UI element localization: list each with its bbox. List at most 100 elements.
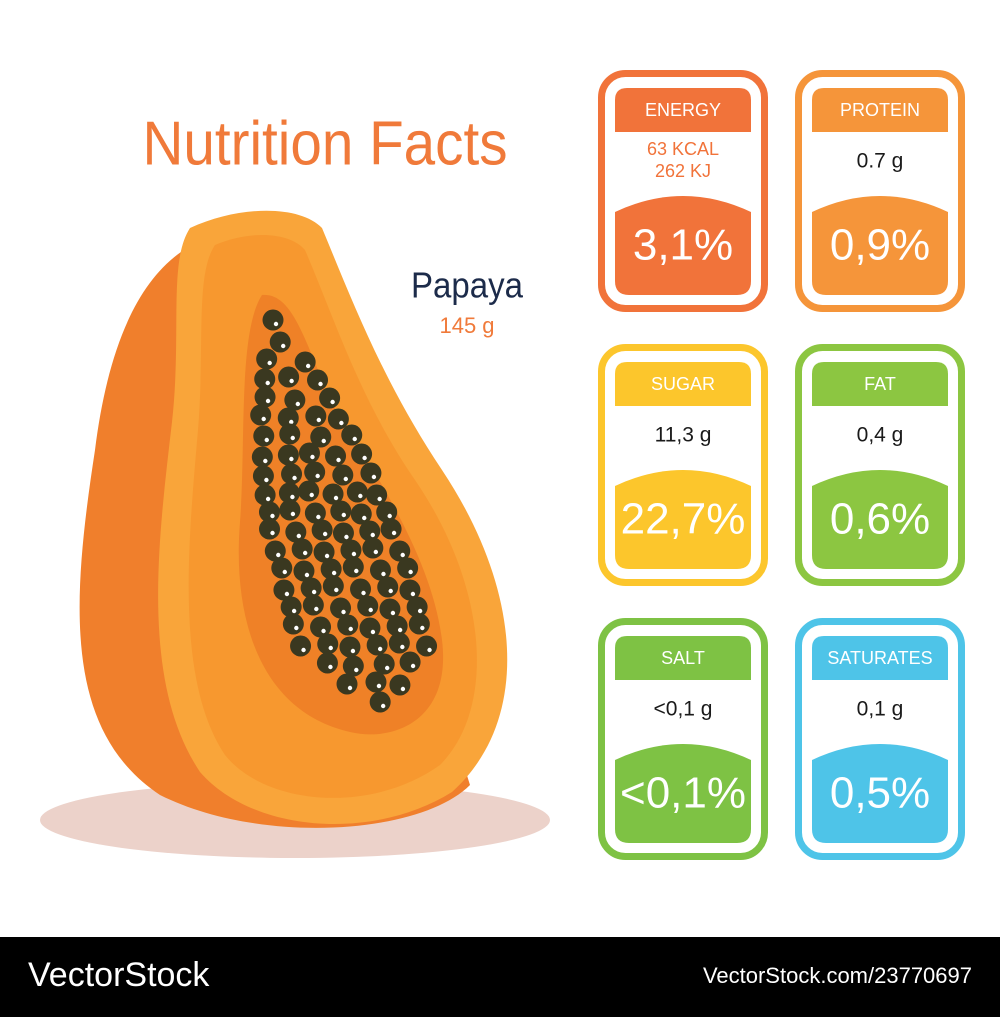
seed-highlight [265, 380, 270, 386]
seed-highlight [324, 553, 330, 559]
seed-highlight [344, 534, 349, 540]
seed-highlight [261, 416, 266, 422]
seed-highlight [361, 590, 366, 596]
seed [278, 366, 300, 388]
seed-highlight [376, 683, 382, 689]
seed-highlight [305, 363, 311, 369]
seed-highlight [362, 515, 367, 521]
seed-highlight [380, 703, 386, 709]
nutrient-card: PROTEIN 0.7 g 0,9% [795, 70, 965, 312]
seed-highlight [400, 644, 405, 650]
seed-highlight [358, 493, 363, 499]
seed [340, 539, 362, 561]
seed-highlight [334, 587, 339, 593]
seed-highlight [391, 530, 397, 536]
card-header [812, 88, 948, 132]
seed-highlight [348, 626, 353, 632]
seed [366, 484, 388, 506]
seed [320, 558, 342, 580]
seed [319, 387, 341, 409]
seed-highlight [333, 495, 339, 501]
footer-brand: VectorStock [28, 956, 210, 994]
seed-highlight [371, 474, 377, 480]
seed-highlight [377, 646, 383, 652]
seed-highlight [265, 496, 271, 502]
card-label: ENERGY [645, 100, 721, 120]
card-amount: 0.7 g [857, 150, 904, 173]
card-label: SATURATES [827, 648, 932, 668]
seed-highlight [387, 513, 392, 519]
card-percent-panel [812, 470, 948, 569]
seed [269, 331, 291, 353]
seed [254, 386, 276, 408]
seed [277, 407, 299, 429]
seed [406, 596, 428, 618]
card-amount: 0,1 g [857, 698, 904, 721]
seed-highlight [354, 568, 359, 574]
seed-highlight [302, 550, 308, 556]
seed [279, 423, 301, 445]
card-amount: 11,3 g [655, 424, 712, 447]
seed-highlight [328, 645, 333, 651]
seed [389, 674, 411, 696]
seed [330, 500, 352, 522]
card-label: SALT [661, 648, 705, 668]
seed-highlight [388, 588, 393, 594]
card-percent-panel [615, 196, 751, 295]
seed-highlight [427, 647, 432, 653]
seed [273, 579, 295, 601]
card-percent: <0,1% [620, 769, 746, 818]
seed [332, 464, 354, 486]
seed [302, 594, 324, 616]
seed [336, 673, 358, 695]
card-amount: 0,4 g [857, 424, 904, 447]
title: Nutrition Facts [143, 109, 508, 178]
seed-highlight [263, 458, 268, 464]
seed-highlight [289, 419, 294, 425]
footer-bar [0, 937, 1000, 1017]
seed-highlight [310, 454, 315, 460]
card-amount: <0,1 g [654, 698, 713, 721]
product-name: Papaya [411, 265, 524, 306]
seed-highlight [400, 686, 406, 692]
card-label: FAT [864, 374, 896, 394]
seed [281, 463, 303, 485]
seed-highlight [304, 572, 310, 578]
seed [304, 502, 326, 524]
seed-highlight [314, 606, 319, 612]
seed [254, 368, 276, 390]
seed-highlight [290, 511, 296, 517]
seed-highlight [400, 552, 405, 558]
seed-highlight [267, 360, 272, 366]
seed-highlight [296, 533, 302, 539]
seed [298, 442, 320, 464]
seed [369, 559, 391, 581]
seed [376, 501, 398, 523]
seed-highlight [264, 477, 269, 483]
seed-highlight [385, 665, 390, 671]
seed-highlight [309, 492, 314, 498]
card-percent: 0,6% [830, 495, 930, 544]
seed-highlight [264, 437, 269, 443]
seed-highlight [290, 435, 295, 441]
seed-highlight [270, 513, 275, 519]
seed [332, 522, 354, 544]
seed [252, 465, 274, 487]
seed [305, 405, 327, 427]
seed-highlight [321, 628, 326, 634]
card-percent: 0,9% [830, 221, 930, 270]
seed-highlight [301, 647, 306, 653]
seed-highlight [354, 667, 359, 673]
seed [330, 597, 352, 619]
seed [258, 501, 280, 523]
seed [369, 691, 391, 713]
seed-highlight [420, 625, 425, 631]
seed-highlight [408, 569, 413, 575]
seed [251, 446, 273, 468]
seed [271, 557, 293, 579]
seed-highlight [281, 343, 286, 349]
card-header [615, 88, 751, 132]
seed-highlight [289, 378, 294, 384]
seed [351, 443, 373, 465]
